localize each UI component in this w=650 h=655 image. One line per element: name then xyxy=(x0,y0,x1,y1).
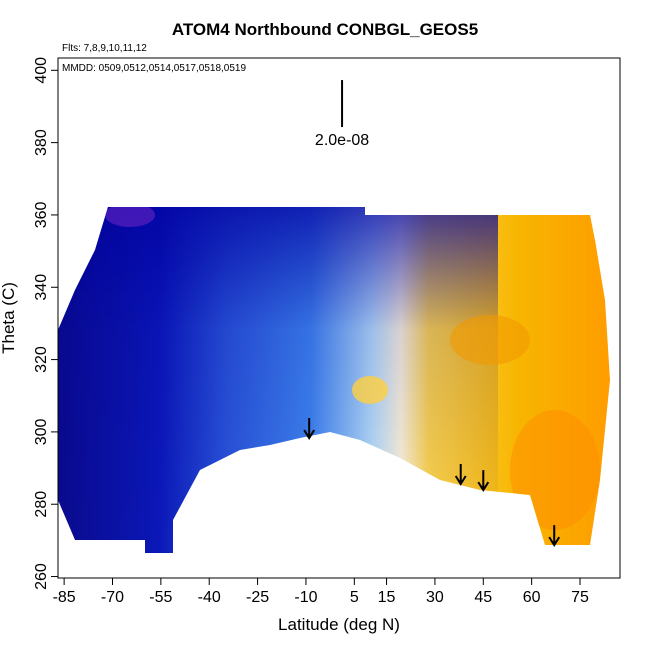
x-tick-label: -10 xyxy=(294,589,317,606)
dates-note: MMDD: 0509,0512,0514,0517,0518,0519 xyxy=(62,63,246,74)
scale-bar-label: 2.0e-08 xyxy=(315,132,369,149)
x-tick-label: -85 xyxy=(53,589,76,606)
x-tick-label: 30 xyxy=(426,589,444,606)
chart-title: ATOM4 Northbound CONBGL_GEOS5 xyxy=(172,20,478,39)
arrow xyxy=(454,463,467,486)
arrow xyxy=(477,470,490,493)
x-tick-label: 45 xyxy=(474,589,492,606)
y-tick-label: 340 xyxy=(33,274,50,301)
x-tick-label: 5 xyxy=(350,589,359,606)
arrow xyxy=(303,418,316,440)
y-tick-label: 260 xyxy=(33,563,50,590)
x-tick-label: -25 xyxy=(246,589,269,606)
x-tick-label: 60 xyxy=(523,589,541,606)
x-tick-label: 15 xyxy=(378,589,396,606)
y-tick-label: 320 xyxy=(33,346,50,373)
y-tick-label: 280 xyxy=(33,491,50,518)
x-tick-label: 75 xyxy=(571,589,589,606)
x-tick-label: -55 xyxy=(149,589,172,606)
plot-frame xyxy=(57,57,621,579)
x-tick-label: -40 xyxy=(198,589,221,606)
x-tick-label: -70 xyxy=(101,589,124,606)
y-tick-label: 380 xyxy=(33,129,50,156)
field xyxy=(58,207,610,553)
y-tick-label: 300 xyxy=(33,418,50,445)
dynamic: -85 -70 -55 -40 -25 -10 5 15 30 45 60 75 260 280 300 32… xyxy=(33,57,589,606)
flights-note: Flts: 7,8,9,10,11,12 xyxy=(62,43,147,54)
y-tick-label: 360 xyxy=(33,201,50,228)
arrow xyxy=(548,525,561,547)
x-axis-label: Latitude (deg N) xyxy=(278,615,400,634)
y-axis-label: Theta (C) xyxy=(0,282,18,354)
y-tick-label: 400 xyxy=(33,57,50,84)
